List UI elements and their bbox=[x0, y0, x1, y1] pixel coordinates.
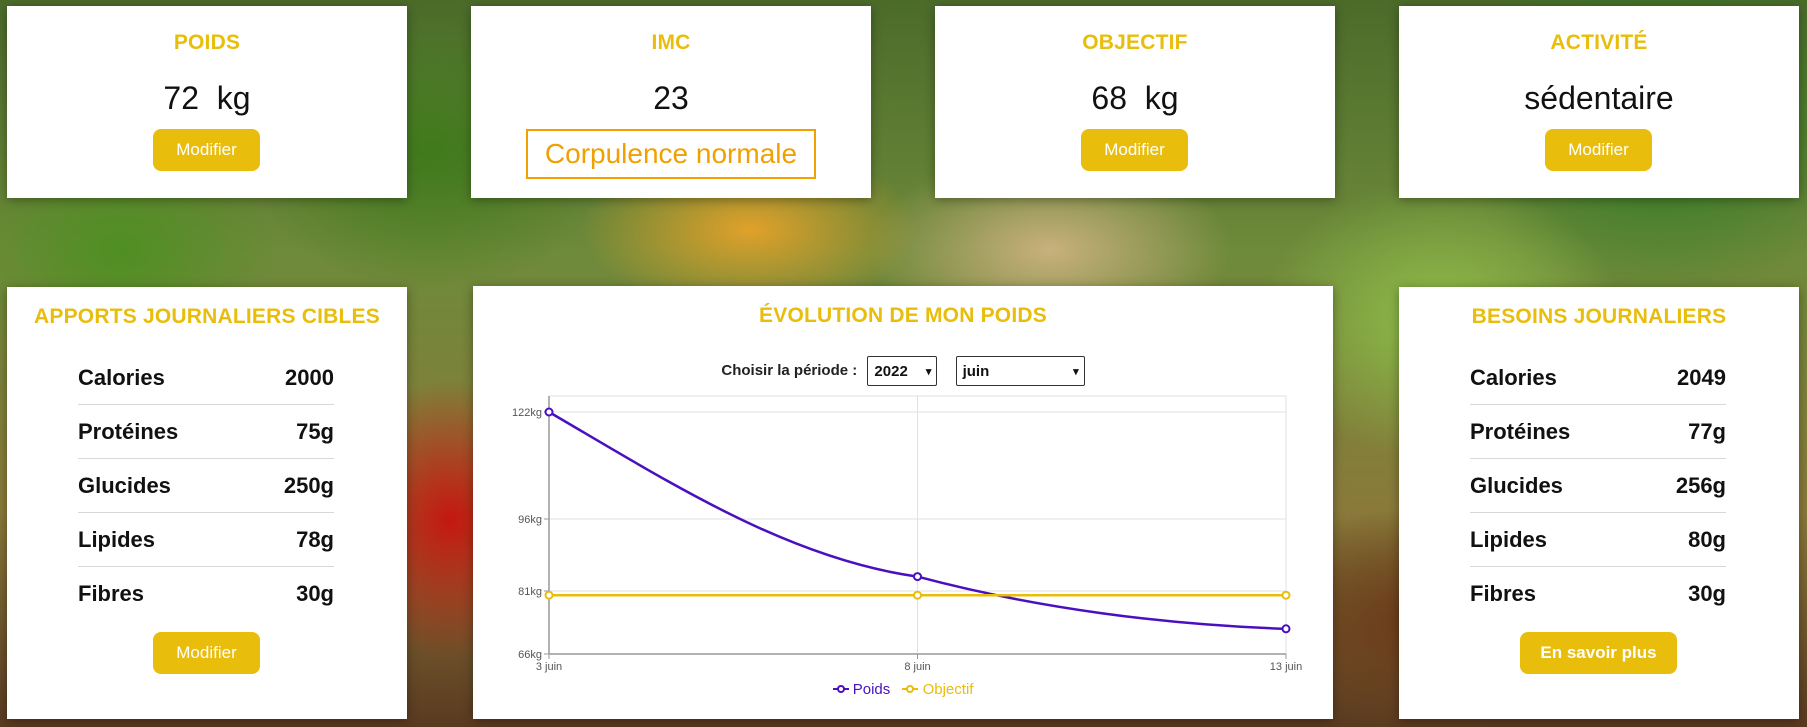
objectif-number: 68 bbox=[1091, 80, 1127, 116]
line-marker-icon bbox=[902, 685, 919, 693]
besoins-list: Calories 2049 Protéines 77g Glucides 256… bbox=[1470, 351, 1726, 621]
data-point-objectif bbox=[544, 590, 554, 600]
nutrient-value: 78g bbox=[296, 526, 334, 552]
imc-card: IMC 23 Corpulence normale bbox=[471, 6, 871, 198]
list-item: Calories 2000 bbox=[78, 351, 334, 405]
nutrient-value: 80g bbox=[1688, 526, 1726, 552]
apports-card: APPORTS JOURNALIERS CIBLES Calories 2000… bbox=[7, 287, 407, 719]
y-tick-label: 96kg bbox=[518, 514, 542, 526]
year-select[interactable]: 2022 ▾ bbox=[867, 356, 938, 386]
activite-value: sédentaire bbox=[1524, 80, 1674, 116]
nutrient-value: 30g bbox=[296, 581, 334, 606]
objectif-unit: kg bbox=[1144, 80, 1179, 116]
nutrient-label: Lipides bbox=[1470, 526, 1548, 552]
apports-list: Calories 2000 Protéines 75g Glucides 250… bbox=[78, 351, 334, 621]
objectif-modify-button[interactable]: Modifier bbox=[1081, 129, 1188, 171]
nutrient-label: Protéines bbox=[78, 418, 179, 444]
list-item: Lipides 80g bbox=[1470, 513, 1726, 567]
nutrient-value: 75g bbox=[296, 418, 334, 444]
year-select-value: 2022 bbox=[874, 363, 908, 380]
chevron-down-icon: ▾ bbox=[1073, 366, 1079, 378]
activite-modify-button[interactable]: Modifier bbox=[1545, 129, 1652, 171]
nutrient-label: Calories bbox=[1470, 364, 1557, 390]
list-item: Protéines 77g bbox=[1470, 405, 1726, 459]
period-label: Choisir la période : bbox=[721, 361, 858, 379]
list-item: Protéines 75g bbox=[78, 405, 334, 459]
data-point-poids bbox=[913, 572, 922, 582]
besoins-card: BESOINS JOURNALIERS Calories 2049 Protéi… bbox=[1399, 287, 1799, 719]
x-tick-label: 8 juin bbox=[904, 661, 930, 673]
imc-value: 23 bbox=[653, 80, 689, 116]
list-item: Lipides 78g bbox=[78, 513, 334, 567]
chart-legend: Poids Objectif bbox=[473, 681, 1333, 698]
list-item: Glucides 250g bbox=[78, 459, 334, 513]
nutrient-label: Glucides bbox=[1470, 472, 1563, 498]
objectif-value: 68 kg bbox=[935, 80, 1335, 117]
nutrient-value: 30g bbox=[1688, 581, 1726, 606]
nutrient-value: 77g bbox=[1688, 418, 1726, 444]
legend-item-poids[interactable]: Poids bbox=[832, 681, 891, 698]
nutrient-label: Protéines bbox=[1470, 418, 1571, 444]
en-savoir-plus-button[interactable]: En savoir plus bbox=[1520, 632, 1677, 674]
list-item: Calories 2049 bbox=[1470, 351, 1726, 405]
data-point-objectif bbox=[913, 590, 922, 600]
x-tick-label: 3 juin bbox=[536, 661, 562, 673]
nutrient-value: 2049 bbox=[1677, 364, 1726, 390]
apports-title: APPORTS JOURNALIERS CIBLES bbox=[34, 305, 380, 328]
legend-label-poids: Poids bbox=[852, 681, 891, 698]
objectif-title: OBJECTIF bbox=[1082, 31, 1188, 54]
evolution-card: ÉVOLUTION DE MON POIDS Choisir la périod… bbox=[473, 286, 1333, 719]
activite-title: ACTIVITÉ bbox=[1550, 31, 1648, 54]
imc-status-badge: Corpulence normale bbox=[526, 129, 816, 179]
month-select[interactable]: juin ▾ bbox=[955, 356, 1085, 386]
imc-title: IMC bbox=[651, 31, 691, 54]
nutrient-value: 2000 bbox=[285, 364, 334, 390]
nutrient-value: 256g bbox=[1675, 472, 1726, 498]
y-tick-label: 122kg bbox=[512, 407, 542, 419]
poids-number: 72 bbox=[163, 80, 199, 116]
nutrient-label: Lipides bbox=[78, 526, 156, 552]
poids-title: POIDS bbox=[173, 31, 241, 54]
besoins-title: BESOINS JOURNALIERS bbox=[1471, 305, 1727, 328]
nutrient-label: Calories bbox=[78, 364, 165, 390]
period-selector: Choisir la période : 2022 ▾ juin ▾ bbox=[473, 356, 1333, 386]
data-point-poids bbox=[544, 407, 554, 417]
line-marker-icon bbox=[832, 685, 849, 693]
chevron-down-icon: ▾ bbox=[925, 366, 932, 378]
y-tick-label: 81kg bbox=[518, 586, 542, 598]
poids-card: POIDS 72 kg Modifier bbox=[7, 6, 407, 198]
legend-label-objectif: Objectif bbox=[922, 681, 974, 698]
legend-item-objectif[interactable]: Objectif bbox=[902, 681, 973, 698]
list-item: Fibres 30g bbox=[1470, 567, 1726, 621]
y-tick-label: 66kg bbox=[518, 649, 542, 661]
poids-modify-button[interactable]: Modifier bbox=[153, 129, 260, 171]
objectif-card: OBJECTIF 68 kg Modifier bbox=[935, 6, 1335, 198]
poids-value: 72 kg bbox=[7, 80, 407, 117]
activite-card: ACTIVITÉ sédentaire Modifier bbox=[1399, 6, 1799, 198]
nutrient-label: Fibres bbox=[1470, 581, 1537, 606]
x-tick-label: 13 juin bbox=[1270, 661, 1302, 673]
poids-unit: kg bbox=[216, 80, 251, 116]
data-point-poids bbox=[1281, 624, 1291, 634]
apports-modify-button[interactable]: Modifier bbox=[153, 632, 260, 674]
nutrient-value: 250g bbox=[283, 472, 334, 498]
list-item: Fibres 30g bbox=[78, 567, 334, 621]
month-select-value: juin bbox=[962, 363, 990, 380]
list-item: Glucides 256g bbox=[1470, 459, 1726, 513]
evolution-title: ÉVOLUTION DE MON POIDS bbox=[759, 304, 1047, 327]
data-point-objectif bbox=[1281, 590, 1291, 600]
nutrient-label: Glucides bbox=[78, 472, 171, 498]
nutrient-label: Fibres bbox=[78, 581, 145, 606]
